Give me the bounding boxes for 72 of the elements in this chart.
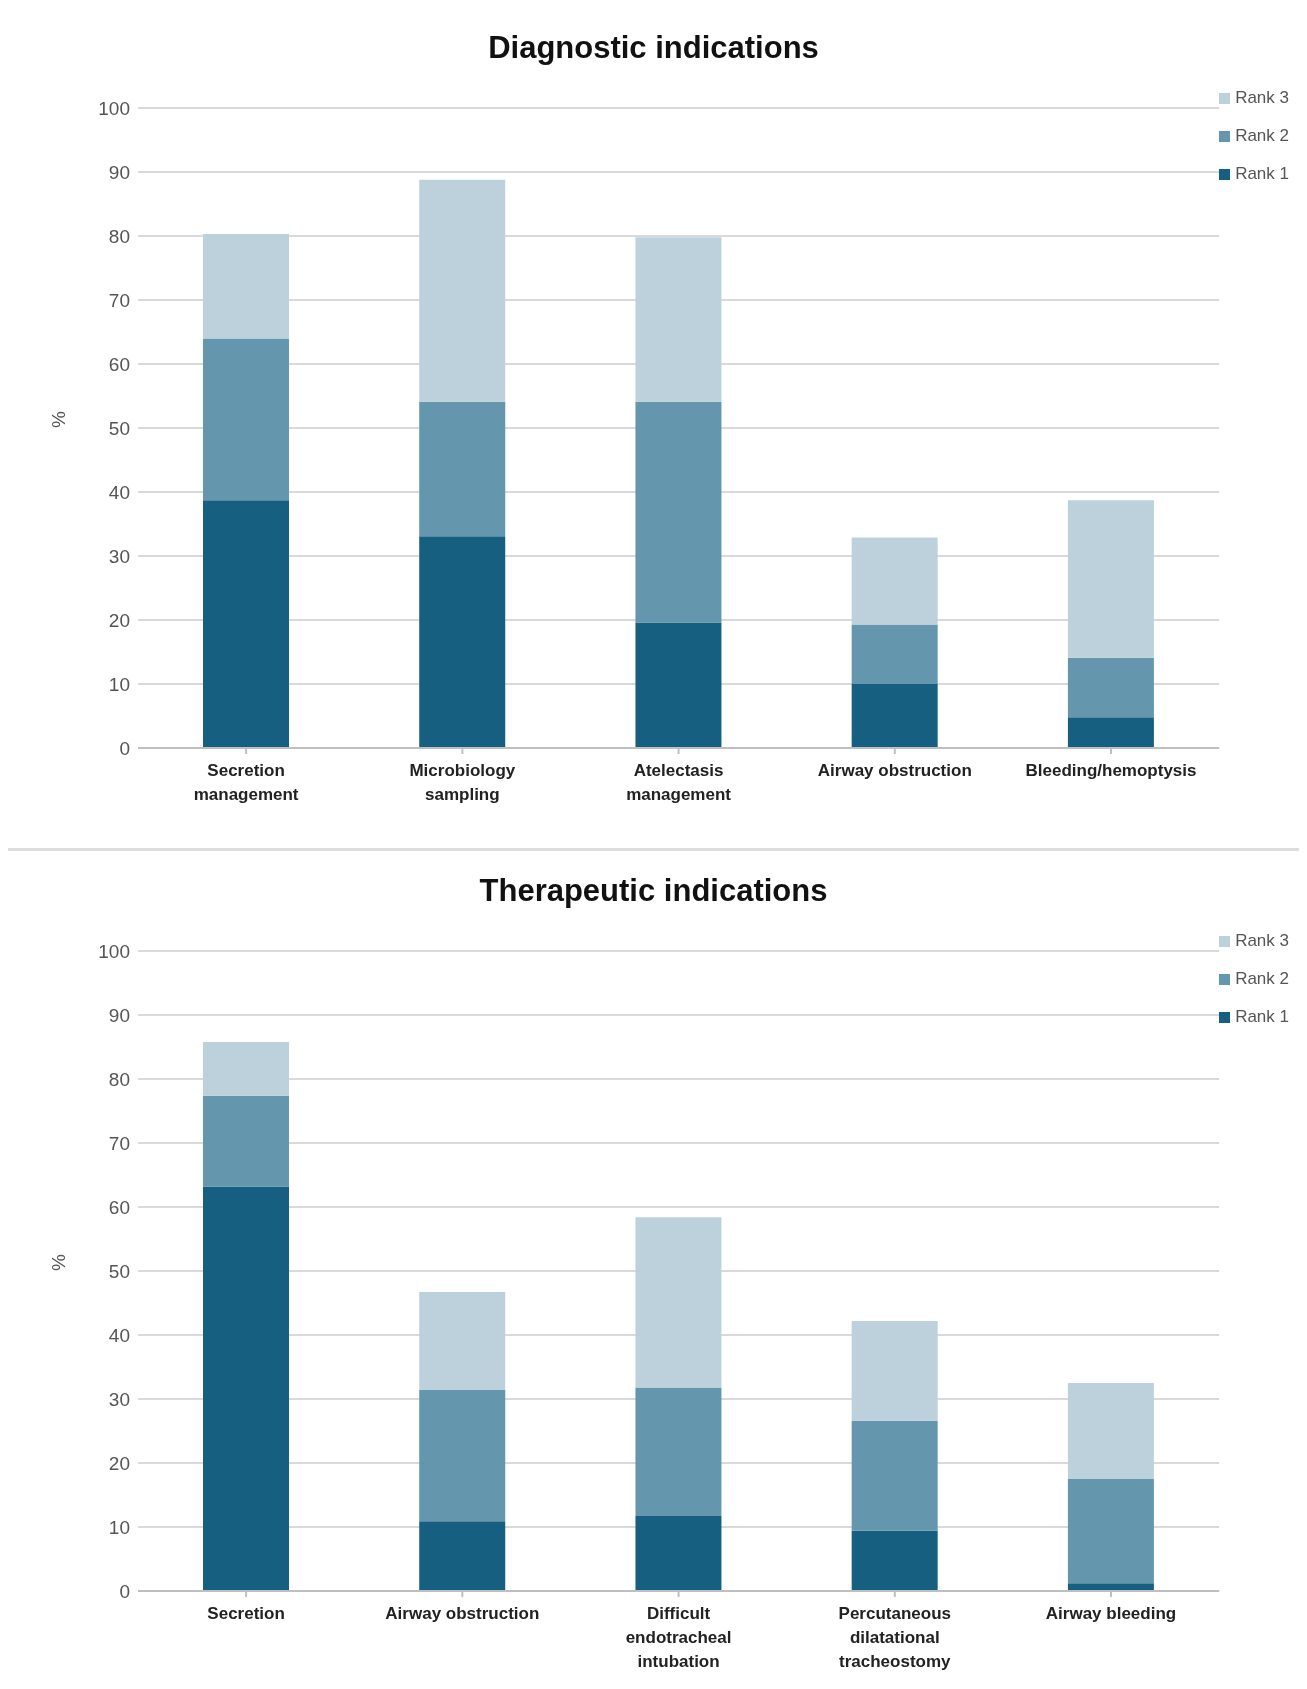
bar	[203, 1186, 289, 1591]
bar	[635, 622, 722, 748]
chart-title: Diagnostic indications	[487, 29, 820, 67]
bar	[1067, 1583, 1154, 1591]
x-tick-label: Secretion	[207, 1604, 285, 1623]
y-tick-label: 90	[108, 161, 130, 183]
x-tick-label: Airway obstruction	[817, 761, 972, 780]
bar	[635, 1387, 722, 1517]
bar	[851, 1530, 938, 1591]
x-tick-label: Percutaneous dilatational tracheostomy	[838, 1604, 952, 1671]
y-tick-label: 80	[108, 1068, 130, 1090]
x-tick-label: Microbiology sampling	[409, 761, 516, 804]
y-tick-label: 100	[98, 97, 130, 119]
y-tick-label: 80	[108, 225, 130, 247]
bar	[635, 1217, 722, 1388]
bar	[203, 1041, 289, 1096]
bar	[851, 537, 938, 625]
bar	[203, 234, 289, 339]
x-tick-label: Secretion management	[193, 761, 299, 804]
legend-label: Rank 2	[1234, 969, 1289, 989]
bar	[1067, 657, 1154, 718]
bar	[635, 237, 722, 402]
bar	[851, 1320, 938, 1421]
y-tick-label: 50	[108, 417, 130, 439]
bar	[851, 684, 938, 748]
y-tick-label: 90	[108, 1004, 130, 1026]
chart-title: Therapeutic indications	[478, 872, 829, 910]
y-tick-label: 40	[108, 1324, 130, 1346]
y-tick-label: 60	[108, 353, 130, 375]
legend-label: Rank 3	[1234, 931, 1289, 951]
bar	[1067, 1479, 1154, 1584]
bar	[419, 1292, 506, 1391]
y-tick-label: 10	[108, 673, 130, 695]
bar	[1067, 1383, 1154, 1479]
bar	[851, 1420, 938, 1531]
x-tick-label: Bleeding/hemoptysis	[1025, 761, 1197, 780]
y-tick-label: 30	[108, 545, 130, 567]
x-tick-label: Difficult endotracheal intubation	[625, 1604, 732, 1671]
y-tick-label: 10	[108, 1516, 130, 1538]
bar	[203, 500, 289, 748]
bar	[203, 338, 289, 501]
bar	[419, 179, 506, 402]
bar	[851, 624, 938, 684]
y-tick-label: 70	[108, 289, 130, 311]
y-tick-label: 50	[108, 1260, 130, 1282]
y-tick-label: 20	[108, 609, 130, 631]
legend-label: Rank 3	[1234, 88, 1289, 108]
x-tick-label: Airway obstruction	[385, 1604, 540, 1623]
y-tick-label: 40	[108, 481, 130, 503]
y-tick-label: 0	[119, 737, 130, 759]
bar	[419, 536, 506, 748]
y-tick-label: 70	[108, 1132, 130, 1154]
legend-label: Rank 1	[1234, 1007, 1289, 1027]
bar	[419, 1390, 506, 1522]
y-tick-label: 30	[108, 1388, 130, 1410]
y-tick-label: 60	[108, 1196, 130, 1218]
legend-label: Rank 1	[1234, 164, 1289, 184]
bar	[635, 1516, 722, 1591]
bar	[203, 1095, 289, 1187]
y-tick-label: 0	[119, 1580, 130, 1602]
bar	[419, 401, 506, 537]
bar	[635, 401, 722, 623]
y-tick-label: 100	[98, 940, 130, 962]
y-tick-label: 20	[108, 1452, 130, 1474]
y-axis-title: %	[47, 411, 69, 428]
bar	[419, 1521, 506, 1591]
x-tick-label: Airway bleeding	[1045, 1604, 1177, 1623]
x-tick-label: Atelectasis management	[626, 761, 732, 804]
y-axis-title: %	[47, 1254, 69, 1271]
legend-label: Rank 2	[1234, 126, 1289, 146]
bar	[1067, 717, 1154, 748]
bar	[1067, 500, 1154, 658]
